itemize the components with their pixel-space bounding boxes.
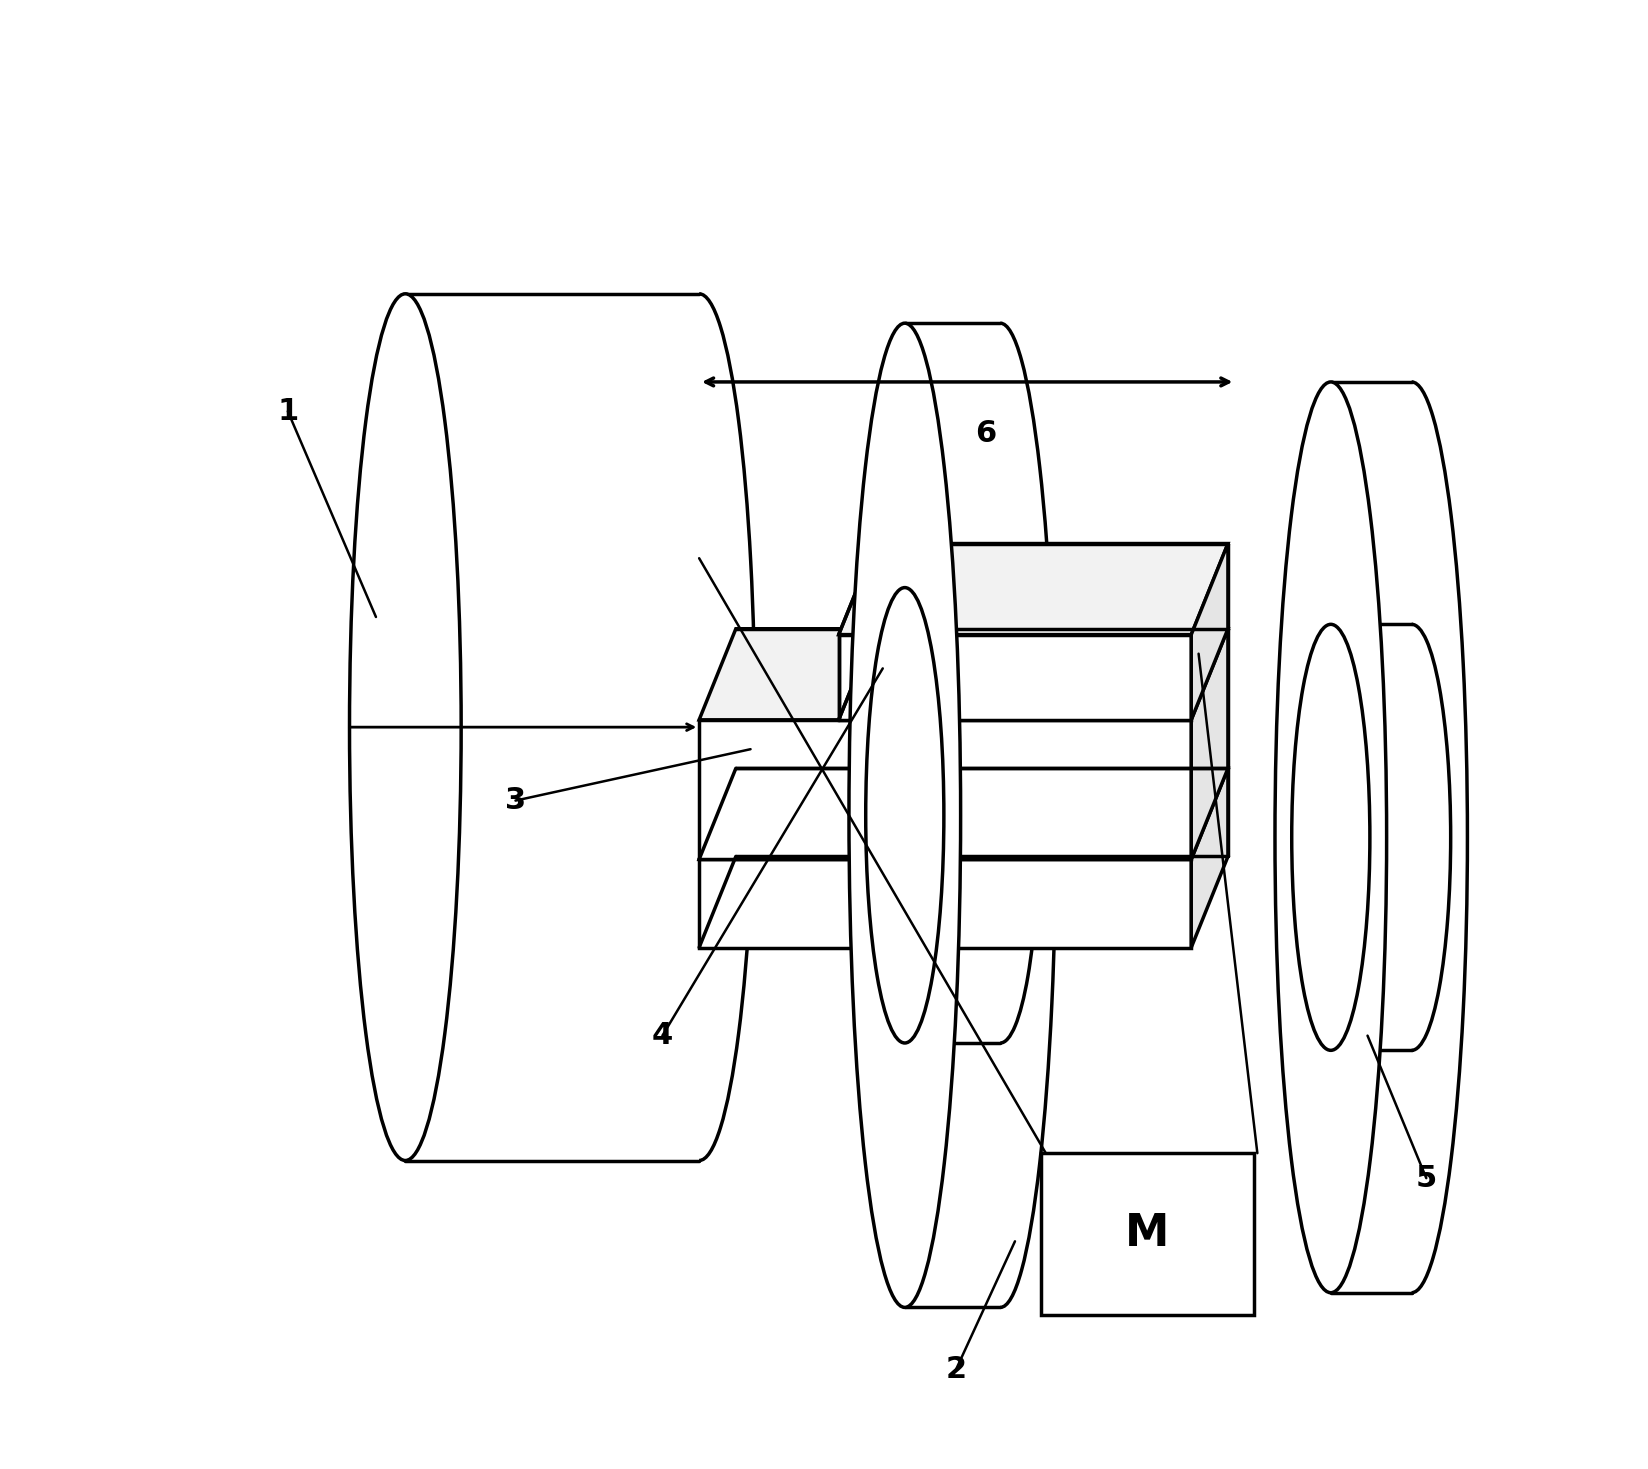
- Polygon shape: [699, 720, 1192, 859]
- Ellipse shape: [865, 588, 944, 1043]
- Polygon shape: [839, 635, 1192, 720]
- Polygon shape: [699, 768, 1228, 859]
- Text: M: M: [1126, 1212, 1170, 1256]
- Text: 1: 1: [277, 397, 298, 426]
- Text: 2: 2: [946, 1354, 967, 1384]
- Ellipse shape: [849, 323, 961, 1307]
- Ellipse shape: [1292, 624, 1369, 1050]
- Polygon shape: [699, 859, 1192, 948]
- Polygon shape: [1192, 629, 1228, 859]
- Text: 4: 4: [653, 1021, 672, 1050]
- Ellipse shape: [349, 294, 461, 1161]
- Polygon shape: [1192, 768, 1228, 948]
- Bar: [1040, 1153, 1254, 1315]
- Text: 5: 5: [1416, 1163, 1437, 1193]
- Polygon shape: [839, 544, 1228, 635]
- Text: 6: 6: [976, 419, 995, 448]
- Polygon shape: [699, 629, 1228, 720]
- Ellipse shape: [1276, 382, 1386, 1293]
- Text: 3: 3: [504, 786, 526, 815]
- Polygon shape: [1192, 544, 1228, 720]
